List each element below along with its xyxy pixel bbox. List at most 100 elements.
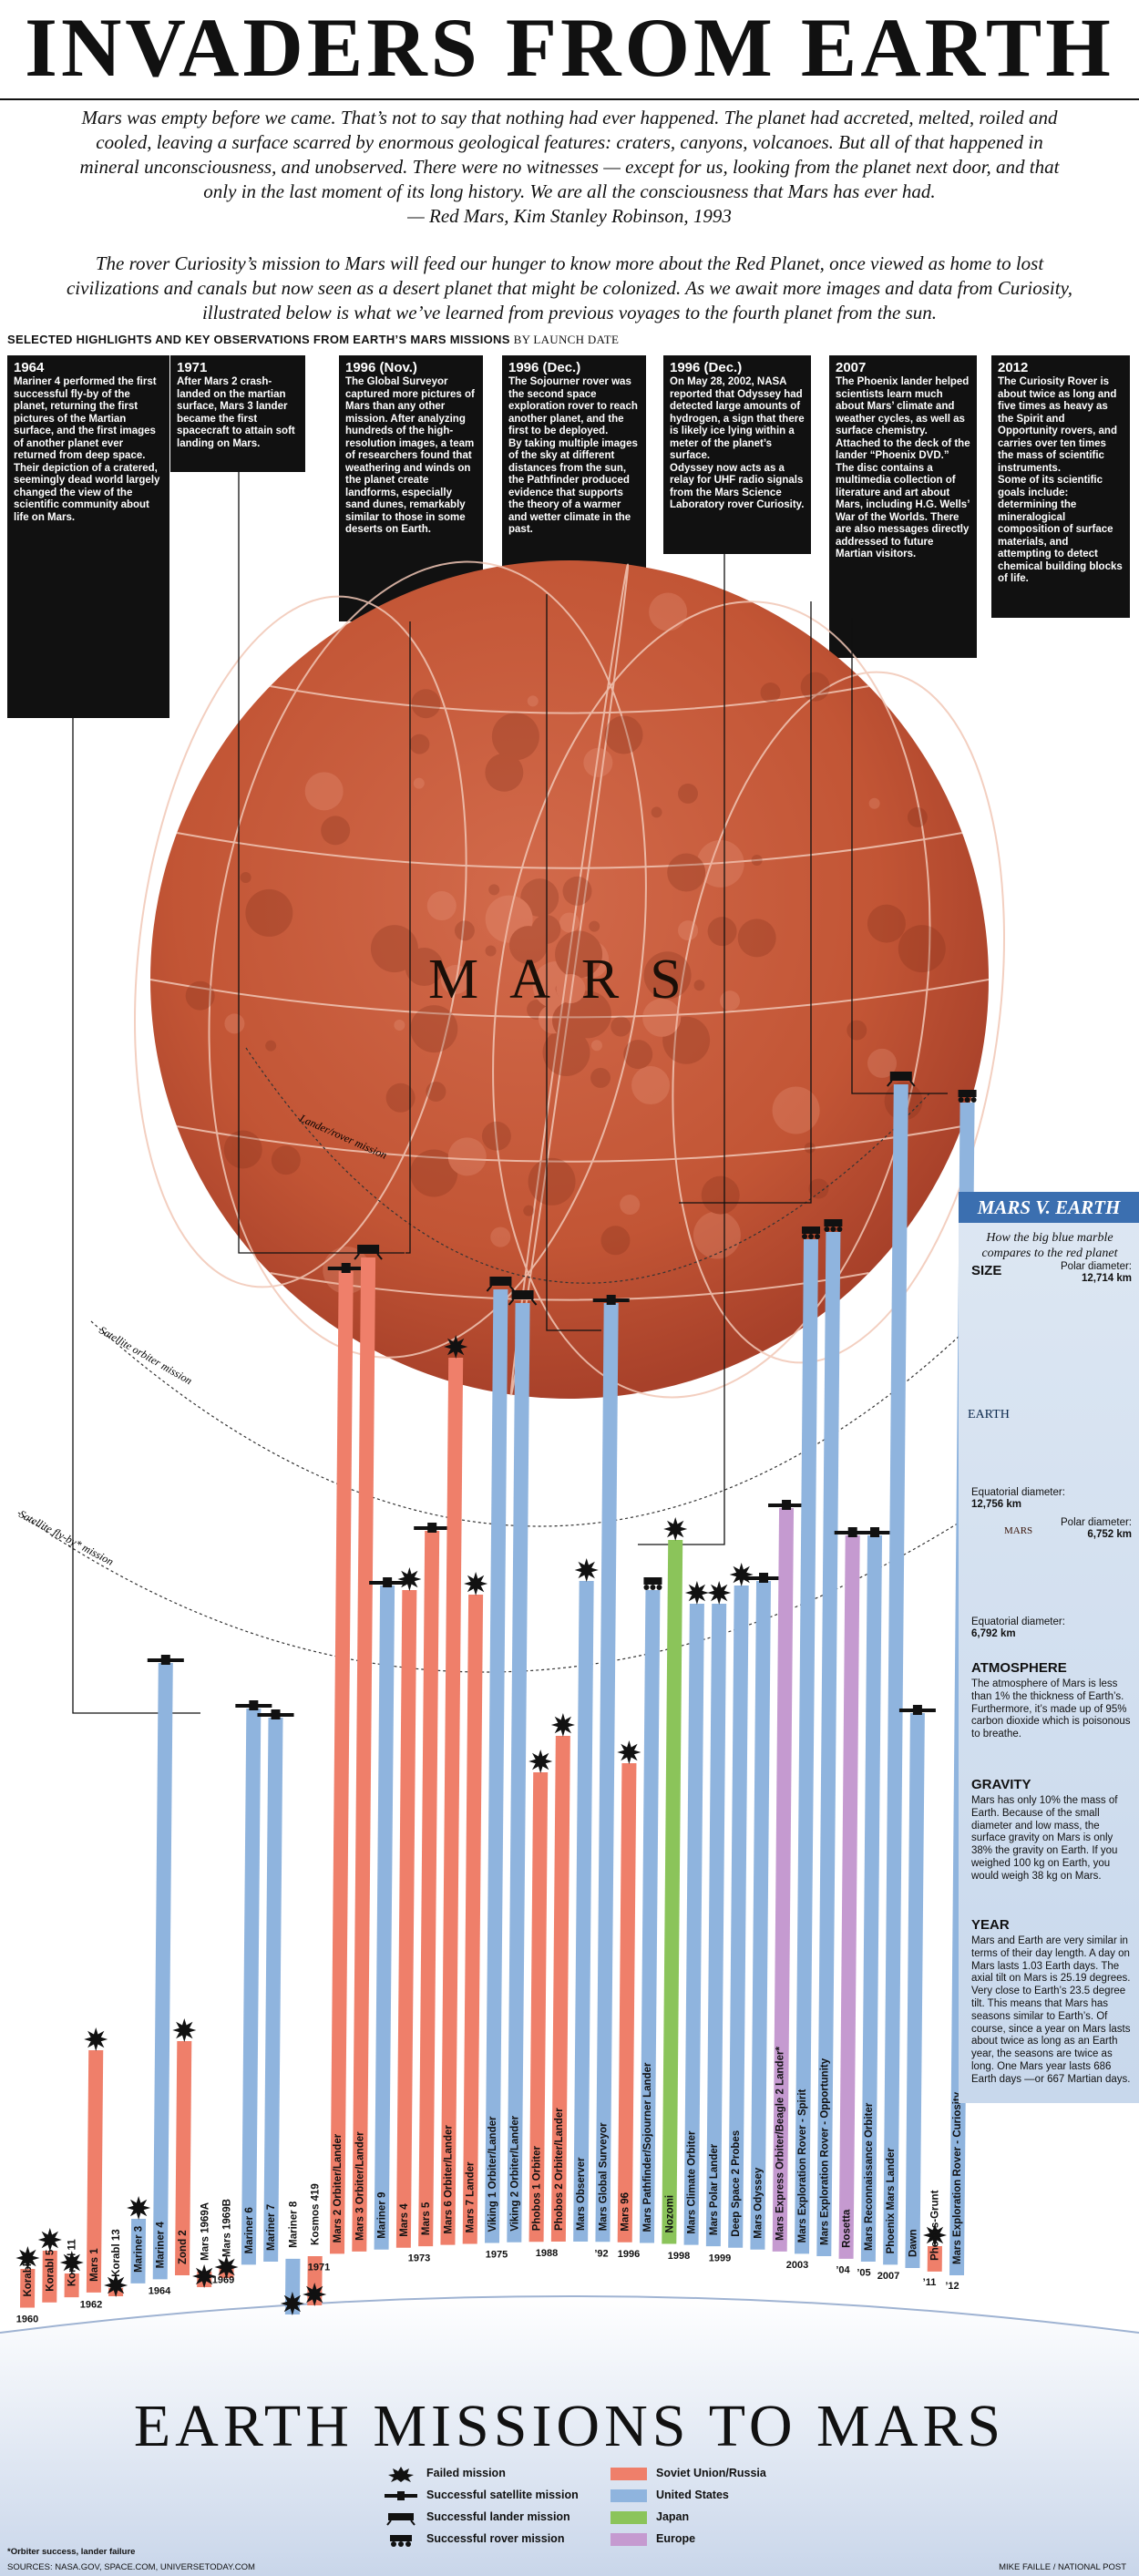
mission-bar [42,2251,57,2303]
sat-icon [768,1500,806,1510]
year-heading: YEAR [971,1917,1010,1933]
failed-star-icon [923,2223,947,2247]
legend-us: United States [611,2487,729,2503]
mission-bar [175,2041,192,2275]
mission-label: Mariner 3 [133,2226,144,2273]
flyby-arc-label: Satellite fly-by* mission [17,1507,116,1567]
failed-star-icon [59,2251,84,2274]
mars-v-earth-panel [959,1192,1139,2103]
mission-bar [683,1604,704,2245]
mission-bar [705,1604,727,2247]
atmosphere-text: The atmosphere of Mars is less than 1% t… [971,1678,1131,1740]
rover-icon [824,1219,843,1232]
failed-star-icon [192,2264,217,2288]
sat-icon [857,1527,894,1537]
failed-star-icon [388,2466,414,2482]
mission-bar [20,2269,36,2308]
legend-japan: Japan [611,2509,689,2525]
highlight-year: 1996 (Dec.) [508,360,581,375]
panel-subtitle: How the big blue marble compares to the … [981,1231,1118,1260]
highlight-text: On May 28, 2002, NASA reported that Odys… [670,376,805,510]
highlight-card: 1996 (Dec.) On May 28, 2002, NASA reporte… [663,355,811,554]
highlight-year: 1996 (Nov.) [345,360,417,375]
mission-bar [130,2219,147,2284]
panel-title: MARS V. EARTH [959,1192,1139,1223]
sat-icon [898,1705,936,1715]
mission-label: Phobos 1 Orbiter [532,2145,543,2231]
year-label: ’04 [836,2264,850,2275]
lander-icon [386,2512,416,2526]
mission-bar [905,1713,925,2269]
mission-label: Deep Space 2 Probes [731,2130,742,2237]
page-title: INVADERS FROM EARTH [25,1,1114,94]
sat-icon [414,1523,451,1533]
mission-bar [352,1257,376,2252]
lander-icon [354,1245,383,1260]
orbiter-arc-label: Satellite orbiter mission [97,1323,195,1387]
failed-star-icon [663,1517,688,1541]
failed-star-icon [104,2273,128,2297]
failed-star-icon [280,2292,304,2315]
year-label: 1964 [149,2285,171,2296]
year-label: 2007 [877,2271,899,2282]
mission-label: Mars 2 Orbiter/Lander [333,2133,344,2242]
mars-label: MARS [428,949,713,1011]
year-label: 1971 [308,2262,330,2273]
mission-bar [263,1718,283,2263]
orbiter-arc [90,1320,976,1527]
legend-failed: Failed mission [383,2465,506,2482]
mission-label: Mars Climate Orbiter [687,2130,698,2234]
mission-label: Dawn [908,2229,918,2257]
mission-label: Kosmos 419 [311,2183,322,2245]
satellite-icon [385,2490,417,2500]
highlight-year: 1996 (Dec.) [670,360,743,375]
mission-label: Mars Reconnaissance Orbiter [864,2102,875,2251]
failed-star-icon [574,1558,599,1582]
mission-bar [462,1595,484,2244]
mission-label: Phobos 2 Orbiter/Lander [554,2108,565,2231]
mission-label: Mars Odyssey [753,2167,764,2239]
failed-star-icon [127,2196,151,2220]
epigraph-text: Mars was empty before we came. That’s no… [79,107,1060,202]
mission-label: Korabl 13 [111,2229,122,2276]
mission-bar [485,1289,508,2243]
failed-star-icon [84,2027,108,2051]
rover-icon [958,1090,977,1103]
year-text: Mars and Earth are very similar in terms… [971,1935,1131,2085]
year-label: 1973 [408,2253,430,2264]
earth-globe-label: EARTH [968,1408,1010,1421]
mission-label: Mars Global Surveyor [598,2122,609,2231]
mission-label: Rosetta [842,2209,853,2248]
rover-icon [390,2534,412,2547]
mission-bar [573,1581,594,2242]
year-label: 1998 [668,2251,690,2262]
failed-star-icon [464,1572,488,1596]
failed-star-icon [397,1567,422,1591]
sat-icon [592,1295,630,1305]
failed-star-icon [37,2228,62,2252]
highlight-year: 1971 [177,360,208,375]
mission-bar [772,1508,795,2252]
mission-label: Mars 4 [399,2203,410,2237]
footnote: *Orbiter success, lander failure [7,2547,136,2557]
lander-icon [887,1072,916,1087]
mission-bar [330,1271,354,2254]
highlight-year: 1964 [14,360,45,375]
highlight-year: 2012 [998,360,1029,375]
failed-star-icon [684,1581,709,1605]
highlight-card: 2007 The Phoenix lander helped scientists… [829,355,977,658]
mission-bar [86,2050,104,2293]
year-label: 2003 [786,2260,808,2271]
mission-bar [795,1239,819,2254]
failed-star-icon [214,2255,239,2279]
failed-star-icon [15,2246,40,2270]
sat-icon [147,1655,184,1665]
mission-bar [617,1763,637,2242]
earth-horizon [0,2296,1139,2576]
highlight-card: 1964 Mariner 4 performed the first succes… [7,355,169,718]
rover-icon [643,1577,662,1590]
mission-bar [528,1772,549,2242]
highlight-text: The Phoenix lander helped scientists lea… [836,376,970,559]
title-rule [0,98,1139,100]
mission-bar [440,1358,464,2245]
